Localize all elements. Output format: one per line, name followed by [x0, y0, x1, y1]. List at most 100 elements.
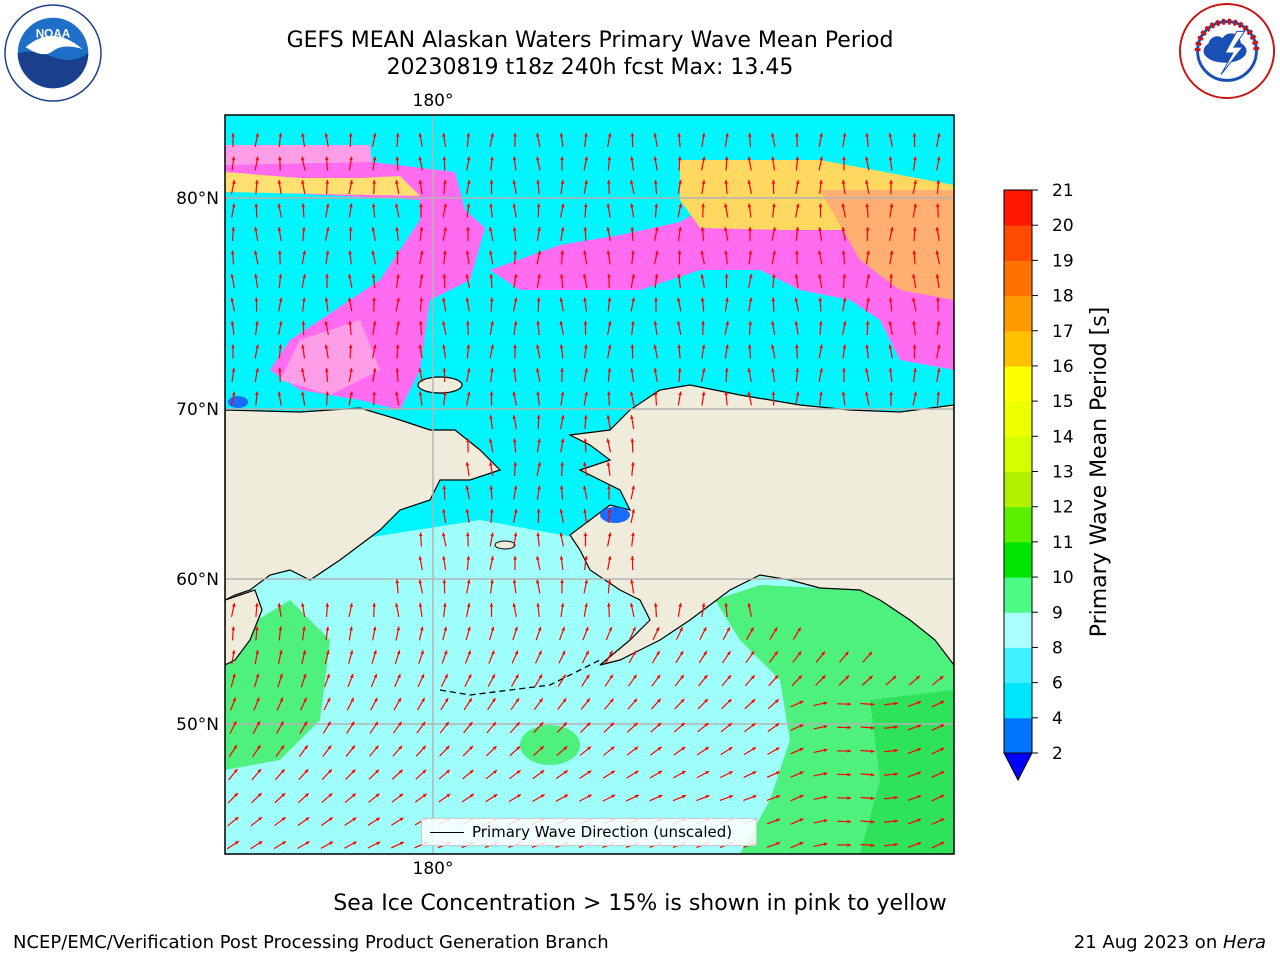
wave-arrow-head [631, 274, 635, 278]
wave-arrow-head [325, 626, 330, 631]
wave-arrow-head [513, 321, 518, 325]
wave-arrow-head [231, 156, 236, 161]
wave-arrow-head [728, 771, 733, 775]
wave-arrow-head [917, 842, 922, 846]
wave-arrow-head [936, 344, 941, 349]
colorbar-tick-label: 13 [1052, 463, 1074, 483]
wave-arrow-head [490, 368, 494, 372]
wave-arrow-head [681, 794, 686, 799]
wave-arrow-head [515, 722, 520, 727]
wave-arrow-head [513, 462, 518, 466]
wave-arrow-head [917, 701, 922, 705]
wave-arrow-head [514, 626, 518, 631]
wave-arrow-head [728, 747, 733, 751]
wave-arrow-head [917, 724, 922, 729]
wave-arrow-head [420, 674, 425, 679]
wave-arrow-head [917, 818, 922, 823]
wave-arrow-head [512, 203, 517, 208]
wave-arrow-head [705, 795, 710, 799]
wave-arrow-head [677, 274, 681, 278]
wave-arrow-head [940, 794, 945, 799]
wave-arrow-head [630, 415, 634, 419]
wave-arrow-head [324, 297, 329, 302]
wave-arrow-head [583, 227, 588, 231]
wave-arrow-head [607, 156, 612, 161]
wave-arrow-head [349, 203, 353, 208]
wave-arrow-head [539, 722, 544, 727]
wave-arrow-head [418, 180, 423, 184]
wave-arrow-head [912, 297, 916, 302]
wave-arrow-head [537, 227, 541, 231]
wave-arrow-head [630, 368, 634, 372]
wave-arrow-head [819, 344, 823, 349]
wave-arrow-head [700, 297, 705, 302]
wave-arrow-head [372, 626, 377, 631]
wave-arrow-head [419, 250, 424, 255]
bottom-lon-label: 180° [413, 859, 454, 879]
sea-ice-caption: Sea Ice Concentration > 15% is shown in … [333, 891, 947, 916]
wave-arrow-head [587, 770, 592, 775]
wave-arrow-head [677, 156, 682, 161]
wave-arrow-head [466, 156, 471, 161]
svg-text:NOAA: NOAA [36, 27, 71, 40]
wave-arrow-head [653, 133, 658, 138]
wave-arrow-head [841, 391, 846, 396]
wave-arrow-head [560, 156, 564, 161]
wave-arrow-head [513, 250, 517, 255]
wave-arrow-head [630, 344, 635, 349]
siberia-landmass [225, 407, 502, 601]
wave-arrow-head [888, 368, 893, 372]
wave-arrow-head [279, 697, 284, 702]
wave-arrow-head [585, 626, 589, 631]
wave-arrow-head [821, 651, 825, 656]
wave-arrow-head [374, 745, 379, 750]
wave-arrow-head [847, 725, 851, 730]
wave-arrow-head [607, 532, 612, 537]
wave-arrow-head [679, 651, 684, 656]
wave-arrow-head [489, 274, 494, 278]
wave-arrow-head [445, 745, 450, 750]
wave-arrow-head [466, 438, 470, 443]
wave-arrow-head [609, 698, 614, 703]
wave-arrow-head [771, 391, 776, 396]
wave-arrow-head [489, 180, 494, 184]
wave-arrow-head [677, 250, 682, 255]
wave-arrow-head [466, 227, 470, 231]
wave-arrow-head [865, 156, 869, 161]
wave-arrow-head [374, 721, 378, 726]
wave-arrow-head [491, 674, 495, 679]
wave-arrow-head [748, 297, 753, 302]
wave-arrow-head [512, 391, 517, 396]
wave-arrow-head [819, 156, 823, 161]
wave-arrow-head [609, 674, 613, 679]
wave-arrow-head [329, 841, 334, 845]
wave-arrow-head [940, 771, 945, 775]
footer-date: 21 Aug 2023 on Hera [1074, 932, 1266, 953]
pacific-patch [520, 725, 580, 765]
wave-arrow-head [774, 699, 779, 704]
wave-arrow-head [750, 651, 755, 656]
wave-arrow-head [841, 180, 846, 184]
wave-arrow-head [489, 485, 494, 490]
wave-arrow-head [513, 509, 518, 514]
wave-arrow-head [630, 156, 634, 161]
wave-arrow-head [606, 203, 611, 208]
wave-arrow-head [326, 673, 330, 678]
wave-arrow-head [912, 133, 917, 137]
wave-arrow-head [371, 203, 376, 208]
wave-arrow-head [775, 747, 780, 751]
wave-arrow-head [771, 156, 775, 161]
wave-arrow-head [606, 250, 611, 255]
legend-line-swatch [430, 832, 464, 833]
wave-arrow-head [399, 793, 404, 798]
wave-arrow-head [395, 250, 400, 255]
wave-arrow-head [677, 368, 682, 372]
wave-arrow-head [584, 156, 588, 161]
wave-arrow-head [418, 603, 423, 607]
wave-arrow-head [301, 180, 305, 184]
wave-arrow-head [232, 721, 237, 726]
wave-arrow-head [747, 368, 752, 372]
wave-arrow-head [935, 274, 940, 278]
wave-arrow-head [512, 603, 517, 608]
wave-arrow-head [492, 722, 497, 727]
